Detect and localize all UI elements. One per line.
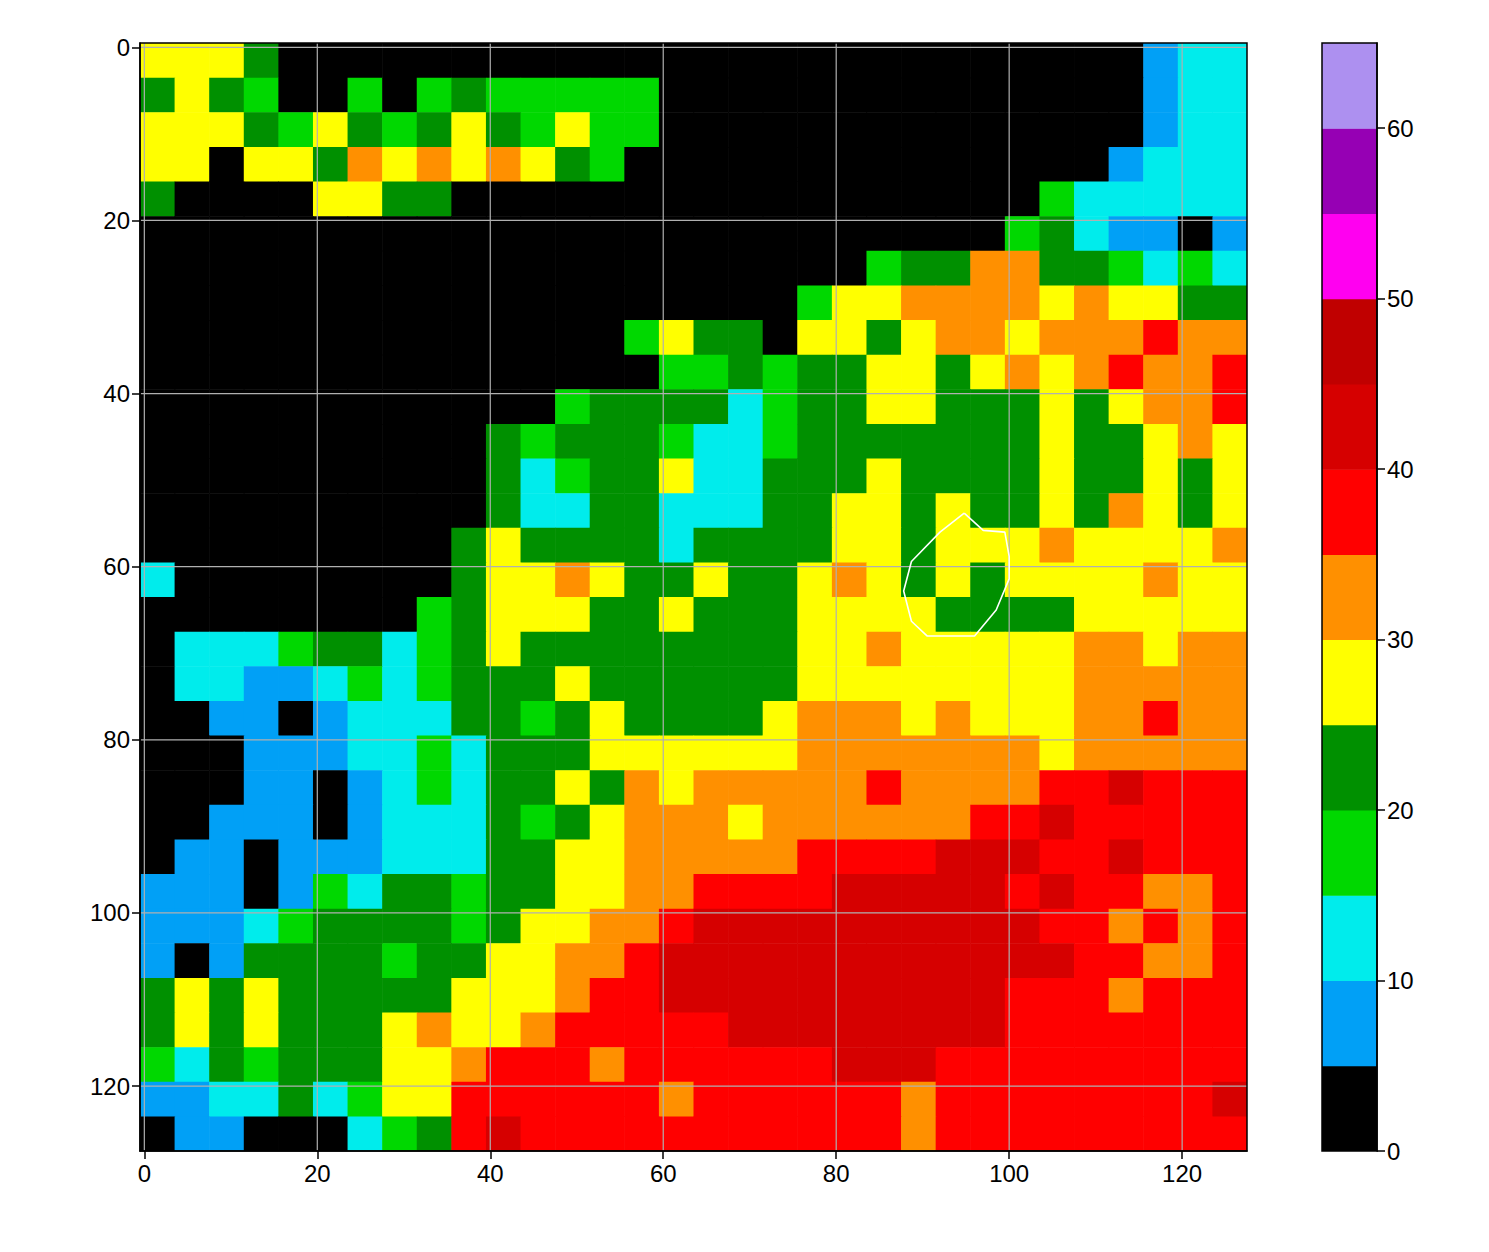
svg-text:60: 60 (650, 1160, 677, 1187)
svg-text:40: 40 (1387, 456, 1414, 483)
svg-text:80: 80 (103, 726, 130, 753)
svg-text:0: 0 (138, 1160, 151, 1187)
svg-text:100: 100 (90, 899, 130, 926)
svg-text:100: 100 (989, 1160, 1029, 1187)
svg-text:30: 30 (1387, 626, 1414, 653)
svg-text:0: 0 (117, 34, 130, 61)
svg-text:40: 40 (103, 380, 130, 407)
svg-text:40: 40 (477, 1160, 504, 1187)
svg-text:50: 50 (1387, 285, 1414, 312)
svg-text:0: 0 (1387, 1138, 1400, 1165)
svg-text:120: 120 (1162, 1160, 1202, 1187)
svg-text:20: 20 (304, 1160, 331, 1187)
svg-text:10: 10 (1387, 967, 1414, 994)
svg-text:60: 60 (1387, 115, 1414, 142)
svg-text:120: 120 (90, 1073, 130, 1100)
svg-text:80: 80 (823, 1160, 850, 1187)
svg-text:20: 20 (1387, 797, 1414, 824)
svg-text:20: 20 (103, 207, 130, 234)
svg-text:60: 60 (103, 553, 130, 580)
